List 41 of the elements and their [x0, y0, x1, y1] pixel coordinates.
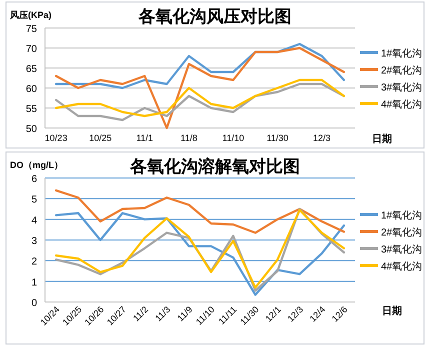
y-tick-label: 65 — [26, 64, 38, 75]
x-tick-label: 12/3 — [313, 133, 331, 143]
y-tick-label: 3 — [31, 236, 38, 247]
x-axis-title: 日期 — [382, 305, 402, 317]
y-tick-label: 75 — [26, 24, 38, 35]
legend-label: 1#氧化沟 — [381, 210, 422, 222]
x-tick-label: 11/30 — [266, 133, 288, 143]
y-tick-label: 60 — [26, 84, 38, 95]
x-tick-label: 11/2 — [131, 304, 150, 324]
legend-label: 1#氧化沟 — [381, 48, 422, 60]
x-tick-label: 11/3 — [153, 304, 172, 324]
legend-label: 4#氧化沟 — [381, 260, 422, 272]
legend-label: 2#氧化沟 — [381, 226, 422, 238]
y-tick-label: 0 — [31, 298, 38, 309]
line-series — [54, 42, 346, 90]
legend-label: 3#氧化沟 — [381, 244, 422, 256]
x-tick-label: 10/23 — [44, 133, 68, 143]
legend-label: 2#氧化沟 — [381, 64, 422, 76]
y-tick-label: 1 — [31, 277, 38, 288]
y-axis-title: 风压(KPa) — [9, 10, 52, 20]
legend-label: 3#氧化沟 — [381, 82, 422, 94]
line-series — [54, 46, 346, 130]
y-tick-label: 55 — [26, 104, 38, 115]
chart-title: 各氧化沟溶解氧对比图 — [129, 157, 300, 176]
y-tick-label: 4 — [31, 215, 38, 226]
y-tick-label: 70 — [26, 44, 38, 55]
y-tick-label: 6 — [31, 174, 38, 185]
x-axis-title: 日期 — [372, 133, 392, 145]
x-tick-label: 11/9 — [175, 304, 194, 324]
x-tick-label: 12/1 — [263, 304, 283, 324]
y-tick-label: 2 — [31, 256, 38, 268]
y-tick-label: 50 — [26, 124, 38, 135]
x-tick-label: 11/10 — [222, 133, 244, 143]
y-axis-title: DO（mg/L） — [10, 160, 63, 170]
line-series — [54, 189, 346, 234]
chart-title: 各氧化沟风压对比图 — [138, 7, 292, 26]
y-tick-label: 5 — [31, 194, 38, 206]
x-tick-label: 11/1 — [136, 133, 154, 143]
legend-label: 4#氧化沟 — [381, 98, 422, 110]
x-tick-label: 11/8 — [180, 133, 198, 143]
x-tick-label: 10/25 — [89, 133, 112, 143]
